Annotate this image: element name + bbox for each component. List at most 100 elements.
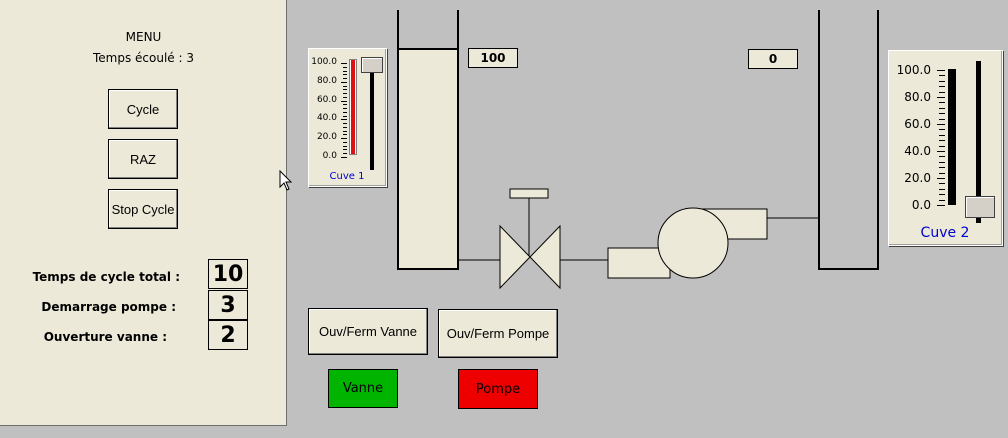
mouse-cursor-icon (279, 170, 293, 191)
gauge-1-tick-label: 60.0 (316, 94, 337, 105)
gauge-1-tick (343, 134, 347, 136)
valve-open-value: 2 (208, 320, 248, 350)
tank-1-liquid (397, 48, 459, 270)
gauge-1-tick (341, 63, 347, 64)
gauge-1-slider-thumb[interactable] (361, 57, 383, 73)
pump-start-label: Demarrage pompe : (41, 300, 176, 314)
gauge-1-tick (341, 81, 347, 83)
gauge-1-track (349, 59, 357, 155)
gauge-1-tick-label: 0.0 (322, 151, 337, 161)
gauge-2-tick (937, 70, 945, 71)
cycle-button[interactable]: Cycle (108, 89, 178, 129)
gauge-2-tick (937, 151, 945, 152)
tank-2-readout: 0 (748, 49, 798, 69)
pump-status-indicator: Pompe (458, 369, 538, 409)
gauge-2-tick (939, 75, 945, 77)
gauge-1-tick (343, 111, 347, 113)
gauge-1-tick (343, 96, 347, 98)
gauge-1-level-bar (351, 60, 355, 154)
pump-symbol (607, 207, 768, 279)
gauge-2-tick (939, 140, 945, 142)
gauge-1-tick (343, 104, 347, 106)
raz-button[interactable]: RAZ (108, 139, 178, 179)
gauge-2-tick (939, 183, 945, 185)
gauge-2-tick (939, 172, 945, 174)
pipes (458, 217, 819, 261)
gauge-2-tick (939, 91, 945, 93)
gauge-2-tick-label: 20.0 (904, 171, 931, 185)
gauge-1-tick (343, 93, 347, 95)
gauge-2-label: Cuve 2 (920, 225, 970, 241)
gauge-2-tick (939, 113, 945, 115)
gauge-2-tick-label: 40.0 (904, 144, 931, 158)
total-cycle-time-label: Temps de cycle total : (32, 270, 180, 284)
gauge-2-tick (939, 102, 945, 104)
toggle-pump-button[interactable]: Ouv/Ferm Pompe (438, 309, 558, 358)
tank-1 (397, 10, 459, 270)
gauge-1-tick (343, 78, 347, 80)
gauge-cuve-2: 100.0 80.0 60.0 40.0 20.0 0.0 Cuve 2 (888, 50, 1003, 246)
gauge-2-tick (939, 129, 945, 131)
gauge-2-tick-label: 100.0 (896, 63, 931, 77)
total-cycle-time-value: 10 (208, 259, 248, 289)
gauge-1-tick-label: 80.0 (316, 75, 337, 86)
gauge-1-tick (343, 74, 347, 76)
pump-start-value: 3 (208, 290, 248, 320)
gauge-2-tick (937, 97, 945, 98)
tank-1-readout: 100 (468, 48, 518, 68)
gauge-2-tick (939, 156, 945, 158)
toggle-valve-button[interactable]: Ouv/Ferm Vanne (308, 308, 428, 355)
elapsed-time-label: Temps écoulé : 3 (93, 51, 194, 65)
valve-status-indicator: Vanne (328, 369, 398, 408)
gauge-1-tick (341, 138, 347, 140)
gauge-1-tick-label: 100.0 (311, 57, 337, 67)
tank-2 (818, 10, 879, 270)
gauge-1-tick-label: 20.0 (316, 132, 337, 143)
gauge-2-tick (937, 205, 945, 206)
menu-title: MENU (125, 30, 162, 44)
valve-open-label: Ouverture vanne : (43, 330, 167, 344)
menu-panel: MENU Temps écoulé : 3 Cycle RAZ Stop Cyc… (0, 0, 287, 426)
gauge-2-tick (939, 86, 945, 88)
gauge-2-tick (939, 107, 945, 109)
gauge-2-tick (939, 118, 945, 120)
gauge-2-tick-label: 80.0 (904, 90, 931, 104)
gauge-2-tick (939, 194, 945, 196)
gauge-2-slider-track (976, 61, 981, 223)
gauge-1-tick (343, 141, 347, 143)
gauge-1-tick (343, 149, 347, 151)
gauge-1-tick (343, 108, 347, 110)
gauge-2-tick (937, 124, 945, 125)
gauge-2-tick (939, 134, 945, 136)
gauge-1-tick (343, 145, 347, 147)
gauge-cuve-1: 100.0 80.0 60.0 40.0 20.0 0.0 Cuve 1 (308, 48, 387, 187)
gauge-1-slider-track (370, 57, 374, 170)
gauge-1-tick-label: 40.0 (316, 113, 337, 124)
gauge-2-tick (939, 80, 945, 82)
gauge-1-tick (343, 115, 347, 117)
gauge-2-slider-thumb[interactable] (965, 196, 995, 218)
stop-cycle-button[interactable]: Stop Cycle (108, 189, 178, 229)
gauge-2-tick (939, 145, 945, 147)
gauge-2-tick-label: 0.0 (911, 198, 931, 212)
gauge-1-label: Cuve 1 (329, 171, 365, 182)
gauge-1-tick (343, 70, 347, 72)
gauge-1-tick (343, 130, 347, 132)
gauge-1-tick (343, 66, 347, 68)
gauge-1-tick (343, 153, 347, 155)
gauge-2-tick (939, 199, 945, 201)
gauge-2-track (948, 69, 956, 205)
gauge-1-tick (341, 119, 347, 121)
gauge-2-tick (939, 161, 945, 163)
gauge-1-tick (341, 100, 347, 102)
valve-symbol (499, 188, 561, 290)
gauge-2-tick-label: 60.0 (904, 117, 931, 131)
gauge-1-tick (343, 85, 347, 87)
gauge-2-tick (937, 178, 945, 179)
gauge-2-tick (939, 188, 945, 190)
gauge-1-tick (343, 89, 347, 91)
gauge-1-tick (343, 123, 347, 125)
gauge-1-tick (343, 126, 347, 128)
gauge-2-tick (939, 167, 945, 169)
